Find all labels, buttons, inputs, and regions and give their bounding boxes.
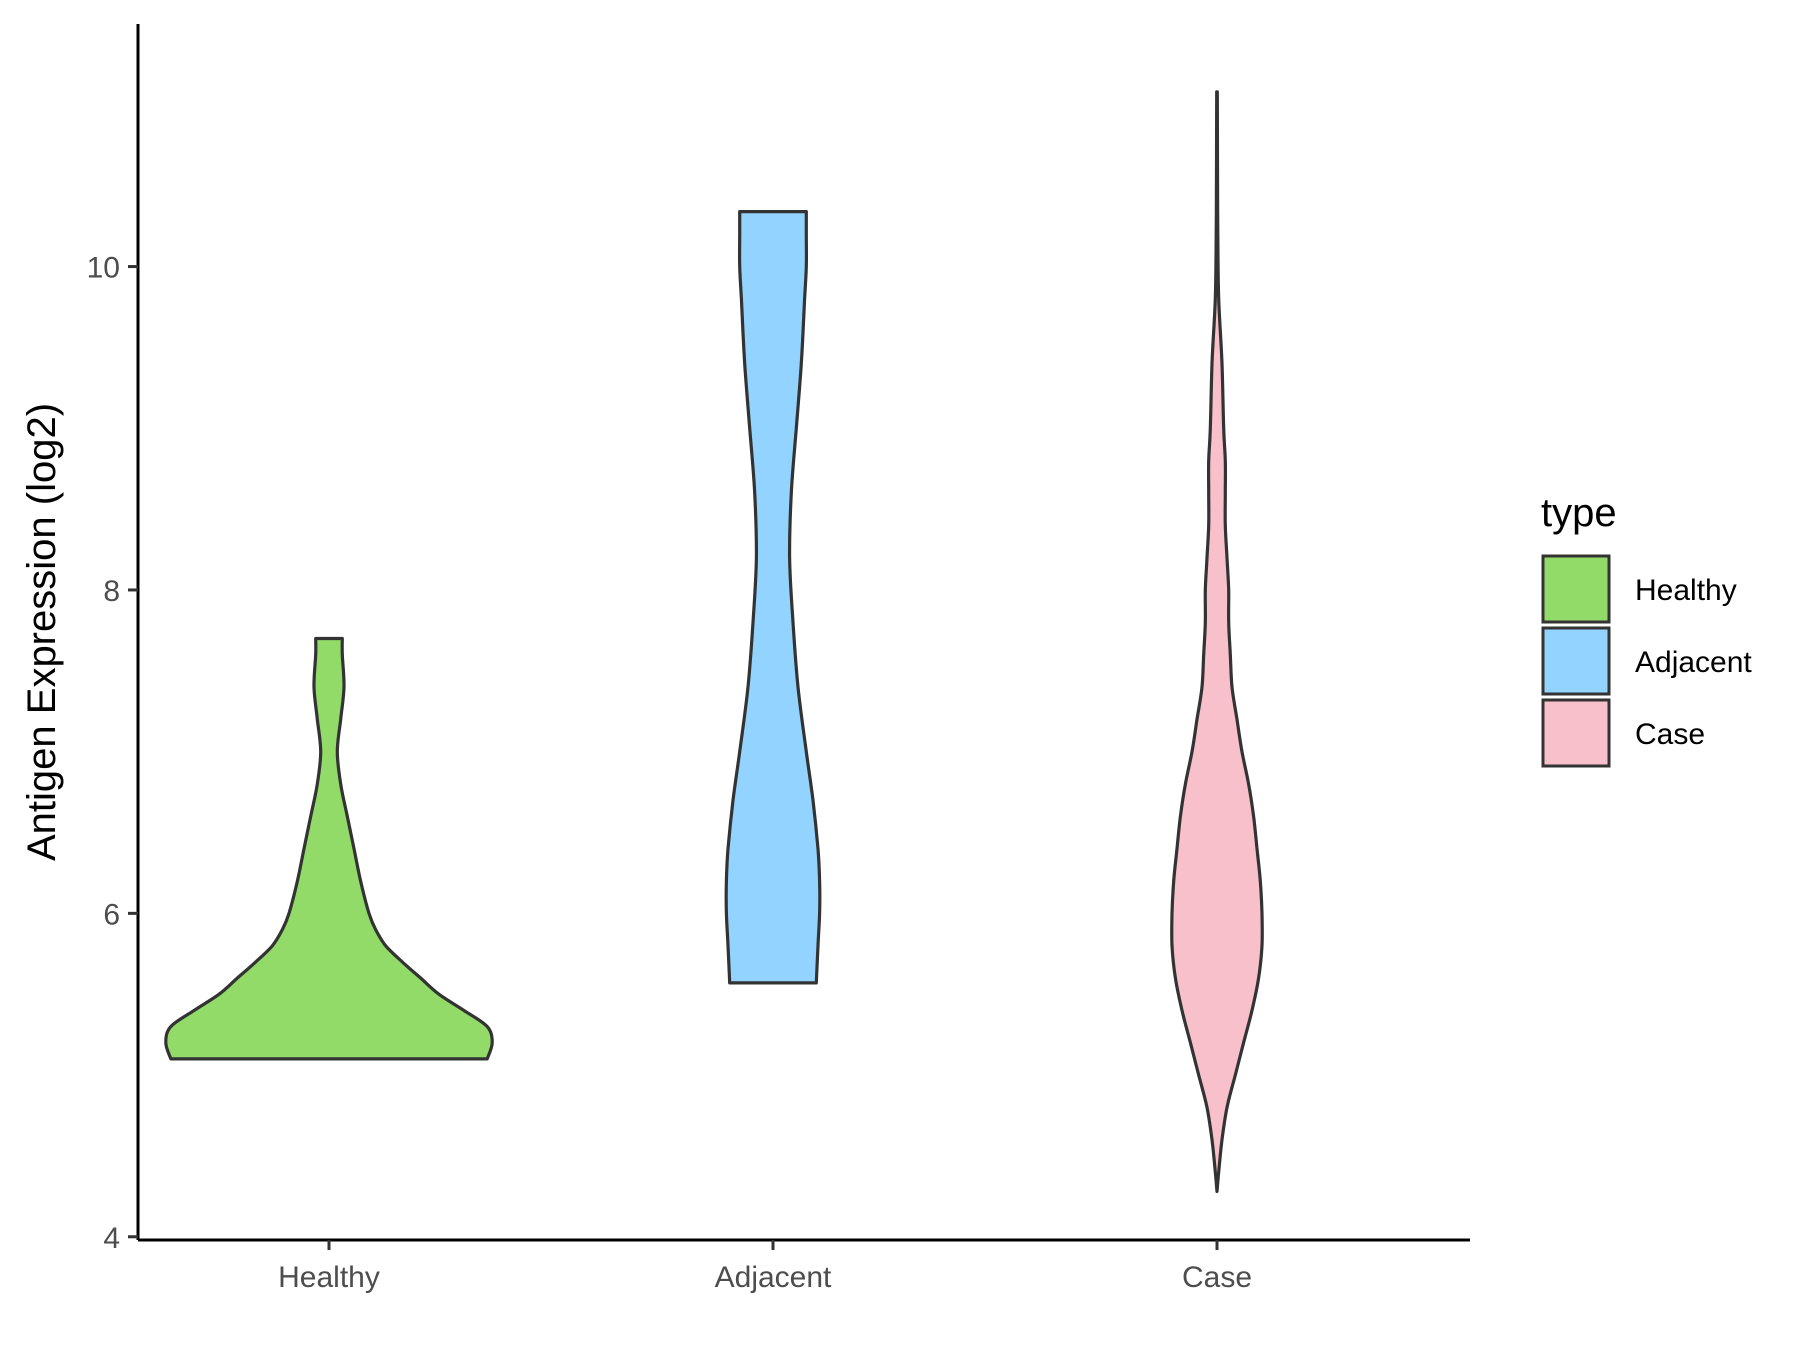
legend-key-healthy	[1541, 554, 1611, 624]
legend: type Healthy Adjacent Case	[1541, 491, 1752, 768]
y-tick-label-4: 4	[103, 1222, 120, 1255]
x-tick-label-healthy: Healthy	[278, 1261, 380, 1294]
violin-case	[1170, 90, 1264, 1194]
y-axis-title: Antigen Expression (log2)	[20, 403, 64, 861]
y-tick-label-8: 8	[103, 575, 120, 608]
legend-label-adjacent: Adjacent	[1635, 646, 1752, 679]
x-ticks: Healthy Adjacent Case	[278, 1240, 1252, 1294]
legend-title: type	[1541, 491, 1617, 535]
legend-items: Healthy Adjacent Case	[1541, 554, 1752, 768]
legend-label-case: Case	[1635, 718, 1705, 751]
violin-layer	[164, 90, 1264, 1194]
x-tick-label-adjacent: Adjacent	[715, 1261, 832, 1294]
legend-key-adjacent	[1541, 626, 1611, 696]
y-ticks: 4 6 8 10	[87, 252, 138, 1255]
y-tick-label-10: 10	[87, 252, 120, 285]
legend-label-healthy: Healthy	[1635, 574, 1737, 607]
x-tick-label-case: Case	[1182, 1261, 1252, 1294]
violin-adjacent	[724, 210, 822, 985]
violin-healthy	[164, 636, 494, 1061]
legend-key-case	[1541, 698, 1611, 768]
axes: 4 6 8 10 Healthy Adjacent Case Antigen Expres…	[20, 24, 1470, 1294]
y-tick-label-6: 6	[103, 898, 120, 931]
